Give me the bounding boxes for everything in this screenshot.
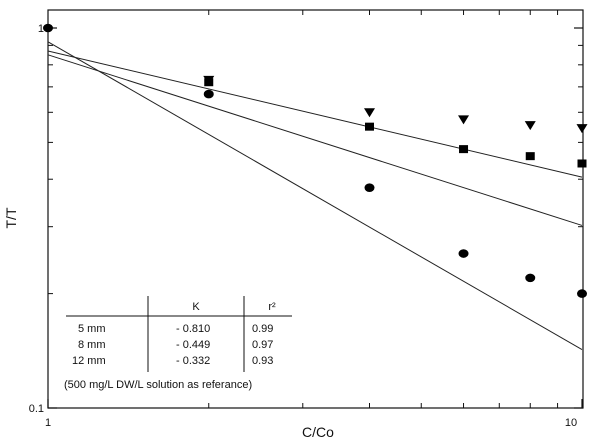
x-tick-label: 10 — [565, 417, 577, 429]
x-tick-label: 1 — [45, 417, 51, 429]
fit-line — [47, 54, 583, 226]
data-point-square — [365, 122, 375, 131]
y-axis-title: T/T — [3, 207, 19, 228]
table-row-k: - 0.810 — [176, 323, 210, 335]
table-row-k: - 0.449 — [176, 339, 210, 351]
data-point-circle — [525, 273, 536, 283]
data-point-square — [577, 159, 587, 168]
table-row-r2: 0.93 — [252, 355, 273, 367]
data-point-triangle — [458, 115, 470, 125]
table-row-label: 8 mm — [78, 339, 106, 351]
table-note: (500 mg/L DW/L solution as referance) — [64, 379, 252, 391]
data-point-triangle — [364, 108, 376, 118]
data-point-triangle — [576, 124, 588, 134]
data-point-triangle — [524, 121, 536, 131]
y-tick-label: 0.1 — [29, 403, 44, 415]
fit-parameter-table: K r² 5 mm - 0.810 0.99 8 mm - 0.449 0.97… — [64, 296, 292, 391]
data-point-square — [459, 145, 469, 154]
data-point-circle — [458, 249, 469, 258]
table-row-r2: 0.97 — [252, 339, 273, 351]
table-row-k: - 0.332 — [176, 355, 210, 367]
table-row-r2: 0.99 — [252, 323, 273, 335]
fit-line — [47, 50, 583, 178]
tick-labels: 1 100.11 — [29, 23, 577, 429]
plot-frame — [47, 9, 584, 409]
data-point-circle — [43, 23, 53, 33]
table-row-label: 12 mm — [72, 355, 106, 367]
data-point-circle — [364, 183, 375, 192]
data-point-triangle — [203, 75, 215, 85]
y-tick-label: 1 — [38, 23, 44, 35]
plot-axes — [47, 9, 584, 409]
fit-line — [47, 41, 583, 350]
table-header-r2: r² — [268, 301, 276, 313]
data-point-circle — [577, 289, 587, 298]
data-point-circle — [203, 89, 214, 99]
table-row-label: 5 mm — [78, 323, 106, 335]
data-points — [43, 23, 588, 298]
fit-lines — [47, 41, 583, 350]
x-axis-title: C/Co — [302, 424, 334, 440]
data-point-square — [525, 152, 535, 161]
table-header-k: K — [192, 301, 200, 313]
